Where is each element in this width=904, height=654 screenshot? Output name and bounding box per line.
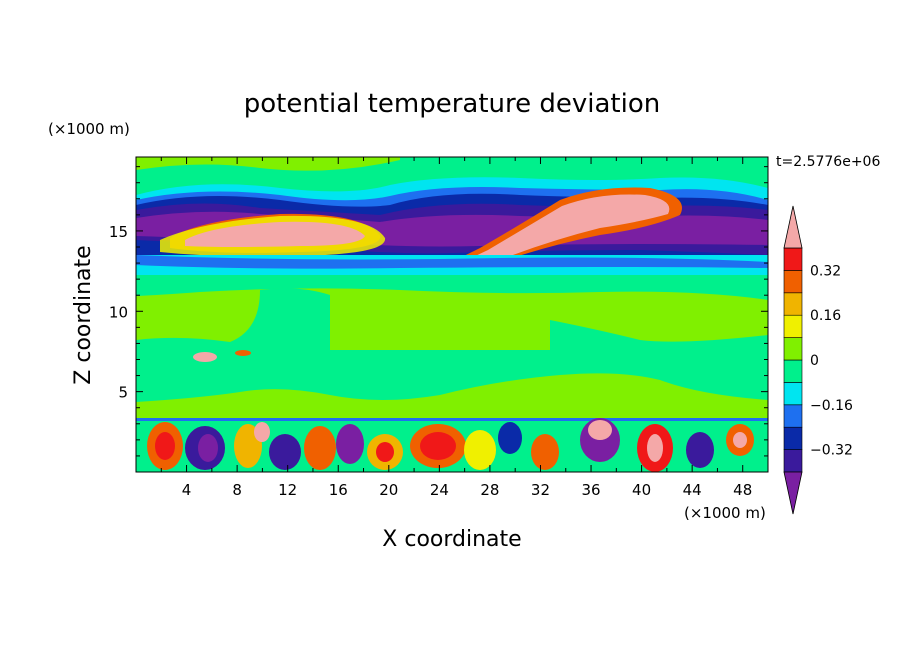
chart-title: potential temperature deviation (244, 89, 660, 119)
y-tick-label: 15 (109, 223, 128, 241)
colorbar-box (783, 292, 803, 316)
field-bl-line (136, 418, 768, 421)
colorbar-box (783, 359, 803, 383)
x-tick-label: 24 (430, 481, 449, 499)
field-blue-streak (136, 255, 768, 269)
plot-area (136, 157, 768, 472)
x-tick-label: 40 (632, 481, 651, 499)
plot-frame (135, 156, 769, 473)
field-strat-bumps (136, 157, 400, 171)
colorbar-box (783, 449, 803, 473)
colorbar-max-arrow (783, 205, 803, 249)
colorbar-box (783, 382, 803, 406)
field-mid-cyan2 (136, 275, 768, 300)
colorbar-tick-label: 0 (810, 353, 819, 369)
y-axis-title: Z coordinate (71, 245, 96, 384)
colorbar-box (783, 247, 803, 271)
y-tick-label: 5 (118, 384, 128, 402)
x-tick-label: 8 (232, 481, 242, 499)
colorbar-box (783, 426, 803, 450)
colorbar-box (783, 270, 803, 294)
time-label: t=2.5776e+06 (776, 154, 880, 170)
y-unit-label: (×1000 m) (48, 120, 130, 138)
field-pink-blob2 (235, 350, 251, 356)
colorbar-tick-label: −0.32 (810, 443, 853, 459)
field-pink-left (185, 221, 365, 247)
colorbar-tick-label: 0.16 (810, 308, 841, 324)
colorbar-min-arrow (783, 471, 803, 515)
x-tick-label: 12 (278, 481, 297, 499)
x-tick-label: 44 (683, 481, 702, 499)
field-mid-cyan1 (136, 288, 768, 402)
colorbar-box (783, 337, 803, 361)
field-bl-cells (147, 418, 754, 472)
x-tick-label: 20 (379, 481, 398, 499)
x-tick-label: 36 (581, 481, 600, 499)
field-pink-blob1 (193, 352, 217, 362)
x-axis: 4 8 12 16 20 24 28 32 36 40 44 48 (160, 157, 752, 499)
colorbar: 0.32 0.16 0 −0.16 −0.32 (783, 205, 853, 515)
x-axis-title: X coordinate (382, 527, 521, 552)
x-tick-label: 4 (182, 481, 192, 499)
x-tick-label: 16 (329, 481, 348, 499)
x-tick-label: 32 (531, 481, 550, 499)
x-unit-label: (×1000 m) (684, 504, 766, 522)
y-tick-label: 10 (109, 303, 128, 321)
colorbar-box (783, 314, 803, 338)
colorbar-tick-label: 0.32 (810, 263, 841, 279)
y-axis: 5 10 15 (109, 166, 768, 457)
colorbar-tick-label: −0.16 (810, 398, 853, 414)
x-tick-label: 28 (480, 481, 499, 499)
x-tick-label: 48 (733, 481, 752, 499)
colorbar-box (783, 404, 803, 428)
